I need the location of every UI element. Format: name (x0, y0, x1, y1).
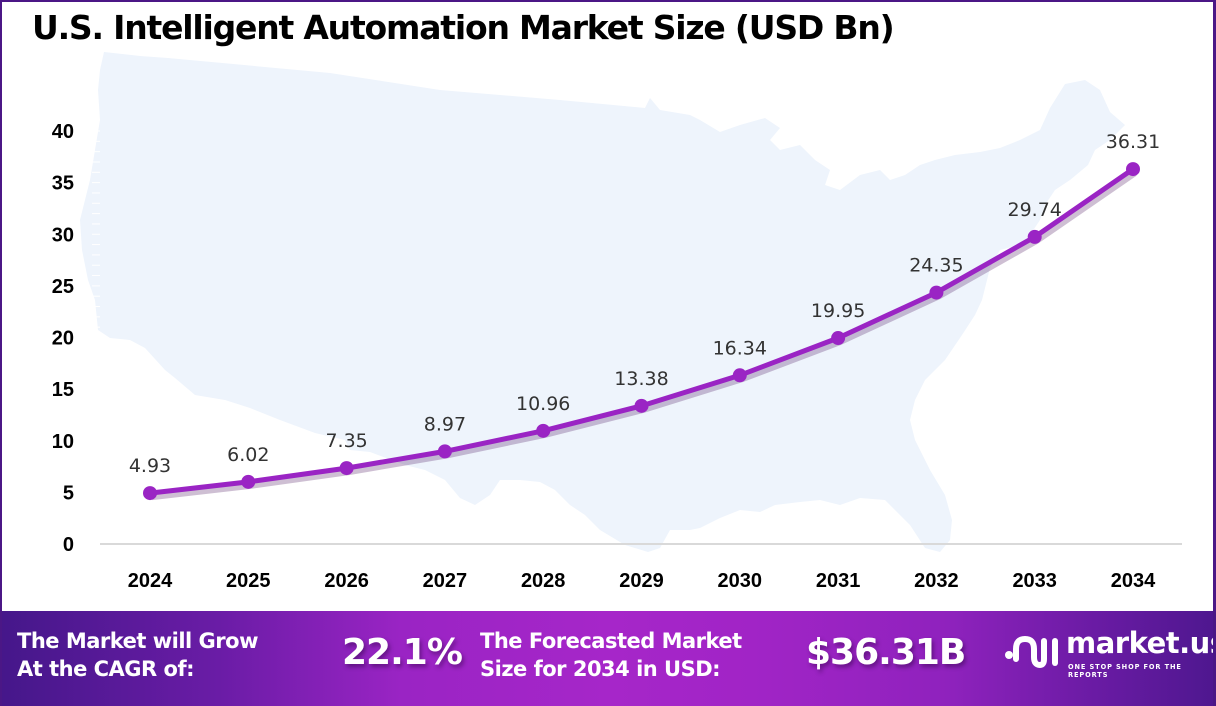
x-tick-label: 2024 (128, 570, 173, 592)
data-label-2031: 19.95 (811, 300, 865, 322)
y-tick-label: 5 (63, 482, 74, 504)
y-tick-label: 25 (52, 276, 74, 298)
y-tick-label: 30 (52, 224, 74, 246)
data-point-2032 (929, 285, 944, 300)
y-tick-label: 20 (52, 328, 74, 350)
cagr-label-line2: At the CAGR of: (17, 657, 194, 681)
logo-name: market.us (1066, 626, 1216, 660)
x-tick-label: 2034 (1111, 570, 1156, 592)
chart-title: U.S. Intelligent Automation Market Size … (32, 8, 895, 47)
data-point-2025 (241, 474, 256, 489)
data-label-2028: 10.96 (516, 393, 570, 415)
series-market-size (143, 162, 1140, 501)
data-label-2025: 6.02 (227, 444, 269, 466)
data-label-2024: 4.93 (129, 455, 171, 477)
cagr-label-line1: The Market will Grow (17, 629, 258, 653)
data-point-2027 (437, 444, 452, 459)
y-tick-label: 0 (63, 534, 74, 556)
x-tick-label: 2028 (521, 570, 566, 592)
forecast-label-line2: Size for 2034 in USD: (480, 657, 721, 681)
forecast-value: $36.31B (806, 632, 966, 673)
data-point-2031 (831, 331, 846, 346)
forecast-label: The Forecasted Market Size for 2034 in U… (480, 627, 742, 683)
data-point-2030 (732, 368, 747, 383)
data-point-2026 (339, 461, 354, 476)
data-label-2030: 16.34 (713, 337, 767, 359)
y-tick-label: 35 (52, 173, 74, 195)
data-point-2033 (1027, 229, 1042, 244)
data-label-2026: 7.35 (325, 430, 367, 452)
data-point-2029 (634, 398, 649, 413)
x-axis-labels: 2024 2025 2026 2027 2028 2029 2030 2031 2032 2033… (128, 570, 1156, 592)
logo-tagline: ONE STOP SHOP FOR THE REPORTS (1068, 663, 1182, 679)
x-tick-label: 2027 (423, 570, 468, 592)
x-tick-label: 2030 (718, 570, 763, 592)
cagr-value: 22.1% (342, 632, 463, 673)
data-label-2032: 24.35 (909, 255, 963, 277)
y-axis-labels: 0 5 10 15 20 25 30 35 40 (52, 121, 74, 556)
y-tick-label: 15 (52, 379, 74, 401)
x-tick-label: 2031 (816, 570, 861, 592)
data-point-2028 (536, 423, 551, 438)
x-tick-label: 2029 (619, 570, 664, 592)
us-map-background (80, 52, 1125, 552)
data-labels: 4.93 6.02 7.35 8.97 10.96 13.38 16.34 19.95 24.3… (129, 131, 1160, 477)
cagr-label: The Market will Grow At the CAGR of: (17, 627, 258, 683)
y-tick-label: 10 (52, 431, 74, 453)
data-label-2029: 13.38 (614, 368, 668, 390)
data-label-2034: 36.31 (1106, 131, 1160, 153)
x-tick-label: 2026 (324, 570, 369, 592)
y-axis-minor-ticks (92, 130, 100, 545)
data-point-2024 (143, 486, 157, 501)
x-tick-label: 2025 (226, 570, 271, 592)
data-label-2027: 8.97 (424, 413, 466, 435)
y-tick-label: 40 (52, 121, 74, 143)
market-us-logo-icon (1005, 636, 1058, 668)
data-label-2033: 29.74 (1007, 199, 1061, 221)
x-tick-label: 2033 (1012, 570, 1057, 592)
forecast-label-line1: The Forecasted Market (480, 629, 742, 653)
data-point-2034 (1126, 162, 1140, 177)
x-tick-label: 2032 (914, 570, 959, 592)
